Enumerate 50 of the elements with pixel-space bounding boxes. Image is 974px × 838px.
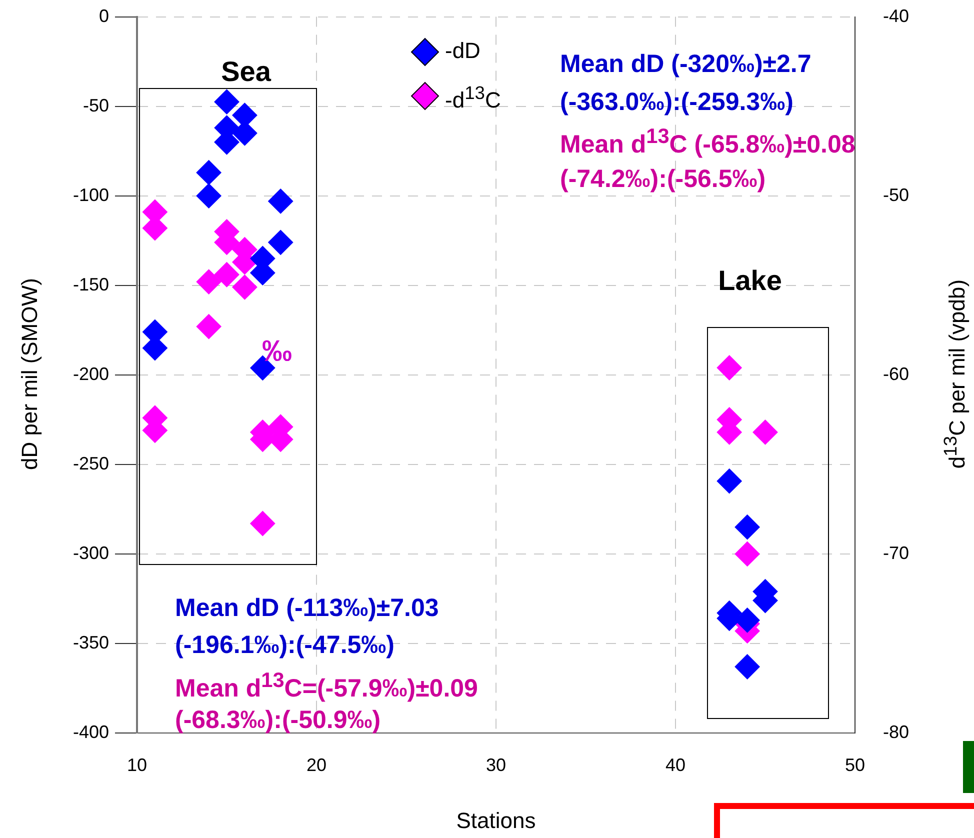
point xyxy=(734,654,760,680)
y-tick-label: -50 xyxy=(82,95,109,116)
y-tick-label: -200 xyxy=(72,364,109,384)
x-axis-title: Stations xyxy=(456,808,536,833)
legend-label: -d$^{13}$C xyxy=(445,82,501,112)
point xyxy=(214,262,240,288)
annotation: (-68.3‰):(-50.9‰) xyxy=(175,706,381,734)
point xyxy=(268,188,294,214)
annotation: Sea xyxy=(221,56,271,87)
point xyxy=(196,269,222,294)
y-tick-label: -100 xyxy=(72,184,109,205)
annotation: ‰ xyxy=(262,335,292,368)
y-axis-title: dD per mil (SMOW) xyxy=(17,278,42,470)
y-tick-label: -350 xyxy=(72,632,109,652)
point xyxy=(196,183,222,208)
y-tick-label: -300 xyxy=(72,542,109,563)
point xyxy=(716,468,742,494)
point xyxy=(196,314,222,340)
y2-tick-label: -80 xyxy=(883,722,910,742)
x-tick-label: 40 xyxy=(665,754,686,775)
y-tick-label: -400 xyxy=(72,722,109,742)
y2-tick-label: -40 xyxy=(883,6,910,26)
point xyxy=(716,355,742,380)
point xyxy=(268,230,294,255)
y-tick-label: -150 xyxy=(72,274,109,294)
annotation: Mean dD (-113‰)±7.03 xyxy=(175,594,439,622)
annotation: (-196.1‰):(-47.5‰) xyxy=(175,631,394,659)
y-tick-label: 0 xyxy=(98,6,109,26)
y-tick-label: -250 xyxy=(72,453,109,474)
annotation: Mean d$^{13}$C=(-57.9‰)±0.09 xyxy=(175,669,478,702)
point xyxy=(214,89,240,114)
point xyxy=(250,511,276,536)
point xyxy=(734,541,760,566)
annotation: (-74.2‰):(-56.5‰) xyxy=(560,165,766,193)
annotation: Lake xyxy=(718,265,782,296)
point xyxy=(196,160,222,186)
point xyxy=(752,420,778,445)
annotation: Mean dD (-320‰)±2.7 xyxy=(560,50,812,78)
point xyxy=(734,514,760,540)
legend-label: -dD xyxy=(445,38,480,63)
x-tick-label: 30 xyxy=(486,754,506,775)
x-tick-label: 20 xyxy=(306,754,327,775)
annotation: Mean d$^{13}$C (-65.8‰)±0.08 xyxy=(560,125,856,158)
x-tick-label: 50 xyxy=(844,754,866,775)
y2-tick-label: -60 xyxy=(883,364,910,384)
annotation: (-363.0‰):(-259.3‰) xyxy=(560,88,794,116)
y2-tick-label: -70 xyxy=(883,542,910,563)
point xyxy=(232,274,258,300)
y2-tick-label: -50 xyxy=(883,184,910,205)
x-tick-label: 10 xyxy=(126,754,148,775)
